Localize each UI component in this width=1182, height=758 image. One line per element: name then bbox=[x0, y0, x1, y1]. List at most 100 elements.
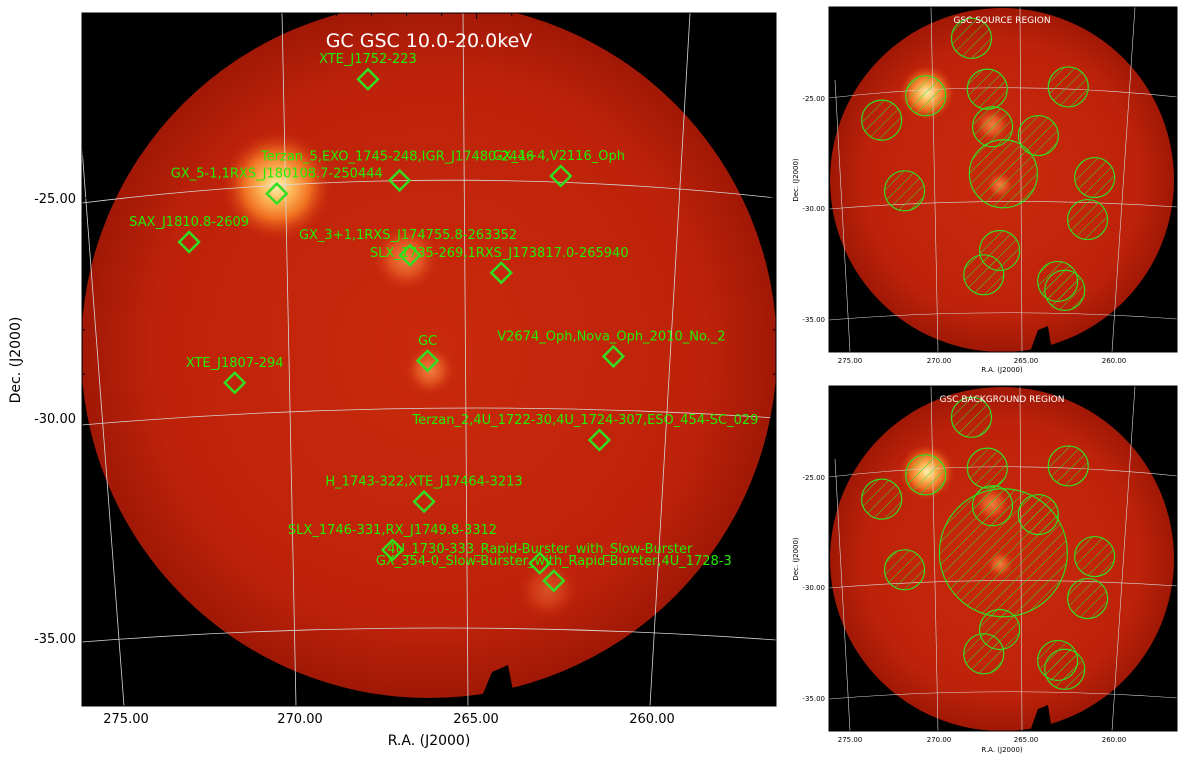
gx5-1-emission bbox=[222, 131, 332, 241]
source-label: GC bbox=[418, 334, 437, 349]
exclusion-circle bbox=[861, 99, 903, 141]
gx354-emission bbox=[518, 560, 578, 620]
source-label: H_1743-322,XTE_J17464-3213 bbox=[325, 475, 522, 490]
exclusion-circle bbox=[963, 633, 1005, 675]
source-ytick-30: -30.00 bbox=[802, 205, 825, 213]
source-panel-title: GSC SOURCE REGION bbox=[953, 16, 1050, 26]
exclusion-circle bbox=[1066, 198, 1109, 241]
exclusion-circle bbox=[905, 75, 947, 117]
source-extraction-circle bbox=[968, 139, 1038, 209]
background-panel-title: GSC BACKGROUND REGION bbox=[940, 395, 1065, 405]
source-marker bbox=[549, 164, 573, 188]
exclusion-circle bbox=[1047, 445, 1089, 487]
source-marker bbox=[601, 344, 626, 369]
main-xlabel: R.A. (J2000) bbox=[388, 733, 471, 749]
source-marker bbox=[380, 538, 405, 562]
source-marker bbox=[223, 371, 247, 395]
main-ytick-25: -25.00 bbox=[34, 192, 76, 207]
main-ylabel: Dec. (J2000) bbox=[8, 317, 24, 404]
source-marker bbox=[587, 428, 612, 452]
source-label: GX_5-1,1RXS_J180108.7-250444 bbox=[171, 167, 383, 182]
source-region-panel: GSC SOURCE REGION 275.00 270.00 265.00 2… bbox=[792, 6, 1178, 374]
source-label: SAX_J1810.8-2609 bbox=[129, 215, 249, 230]
main-xtick-275: 275.00 bbox=[103, 712, 149, 727]
source-marker bbox=[542, 569, 566, 593]
main-xtick-265: 265.00 bbox=[453, 712, 499, 727]
source-marker bbox=[265, 181, 289, 206]
exclusion-circle bbox=[950, 396, 993, 438]
background-region-circles bbox=[861, 396, 1116, 690]
background-xlabel: R.A. (J2000) bbox=[981, 746, 1023, 754]
main-source-markers bbox=[177, 67, 626, 593]
source-xlabel: R.A. (J2000) bbox=[981, 366, 1023, 374]
exclusion-circle bbox=[966, 447, 1008, 489]
exclusion-circle bbox=[1047, 66, 1089, 108]
source-label: Terzan_2,4U_1722-30,4U_1724-307,ESO_454-… bbox=[411, 413, 758, 428]
source-label: Terzan_5,EXO_1745-248,IGR_J17480-2446 bbox=[260, 149, 534, 164]
background-ytick-35: -35.00 bbox=[802, 695, 825, 703]
source-xtick-265: 265.00 bbox=[1014, 357, 1039, 365]
source-region-circles bbox=[861, 17, 1116, 311]
source-xtick-260: 260.00 bbox=[1102, 357, 1127, 365]
source-field-notch bbox=[1030, 326, 1052, 352]
exclusion-circle bbox=[950, 17, 993, 59]
main-map-panel: GC GSC 10.0-20.0keV 275.00 270.00 265.00… bbox=[8, 12, 777, 749]
background-region-panel: GSC BACKGROUND REGION 275.00 270.00 265.… bbox=[792, 385, 1178, 754]
main-xtick-270: 270.00 bbox=[277, 712, 323, 727]
exclusion-circle bbox=[1074, 535, 1116, 578]
exclusion-circle bbox=[1044, 648, 1086, 690]
background-field-notch bbox=[1030, 705, 1052, 731]
source-ylabel: Dec. (J2000) bbox=[792, 158, 800, 202]
exclusion-circle bbox=[963, 254, 1005, 296]
main-title: GC GSC 10.0-20.0keV bbox=[326, 30, 533, 52]
background-ylabel: Dec. (J2000) bbox=[792, 537, 800, 581]
exclusion-circle bbox=[966, 68, 1008, 110]
background-panel-frame bbox=[828, 385, 1178, 732]
source-label: SLX_1735-269,1RXS_J173817.0-265940 bbox=[370, 246, 629, 261]
source-label: XTE_J1752-223 bbox=[319, 52, 417, 67]
exclusion-circle bbox=[905, 454, 947, 496]
source-label: GX_3+1,1RXS_J174755.8-263352 bbox=[299, 228, 517, 243]
exclusion-circle bbox=[883, 549, 926, 591]
source-marker bbox=[415, 349, 440, 373]
main-xtick-260: 260.00 bbox=[629, 712, 675, 727]
background-ytick-30: -30.00 bbox=[802, 584, 825, 592]
source-marker bbox=[177, 230, 201, 254]
background-xtick-270: 270.00 bbox=[927, 736, 952, 744]
source-label: V2674_Oph,Nova_Oph_2010_No._2 bbox=[497, 329, 725, 344]
main-ytick-30: -30.00 bbox=[34, 412, 76, 427]
background-xtick-275: 275.00 bbox=[838, 736, 863, 744]
exclusion-circle bbox=[1017, 114, 1059, 157]
source-marker bbox=[398, 243, 422, 267]
main-map-frame bbox=[81, 12, 777, 707]
exclusion-circle bbox=[1044, 269, 1086, 311]
source-marker bbox=[387, 168, 412, 193]
source-ytick-25: -25.00 bbox=[802, 95, 825, 103]
source-xtick-270: 270.00 bbox=[927, 357, 952, 365]
source-label: XTE_J1807-294 bbox=[186, 356, 284, 371]
exclusion-circle bbox=[1066, 577, 1109, 620]
source-label: 4U_1730-333_Rapid-Burster_with_Slow-Burs… bbox=[387, 542, 693, 557]
main-axis-ticks bbox=[82, 13, 776, 706]
main-coordinate-grid bbox=[82, 13, 776, 706]
exclusion-circle bbox=[883, 170, 926, 212]
source-panel-frame bbox=[828, 6, 1178, 353]
source-xtick-275: 275.00 bbox=[838, 357, 863, 365]
source-ytick-35: -35.00 bbox=[802, 316, 825, 324]
exclusion-circle bbox=[861, 478, 903, 520]
source-marker bbox=[356, 67, 380, 91]
main-ytick-35: -35.00 bbox=[34, 632, 76, 647]
source-marker bbox=[528, 551, 552, 575]
source-marker bbox=[489, 261, 513, 285]
source-marker bbox=[412, 489, 436, 514]
background-ytick-25: -25.00 bbox=[802, 474, 825, 482]
background-extraction-circle bbox=[938, 488, 1068, 618]
source-label: SLX_1746-331,RX_J1749.8-3312 bbox=[288, 523, 497, 538]
background-xtick-265: 265.00 bbox=[1014, 736, 1039, 744]
gx3-1-emission bbox=[372, 224, 440, 292]
main-field-notch bbox=[478, 665, 516, 706]
background-xtick-260: 260.00 bbox=[1102, 736, 1127, 744]
exclusion-circle bbox=[1074, 156, 1116, 199]
source-label: GX_1+4,V2116_Oph bbox=[493, 149, 625, 164]
